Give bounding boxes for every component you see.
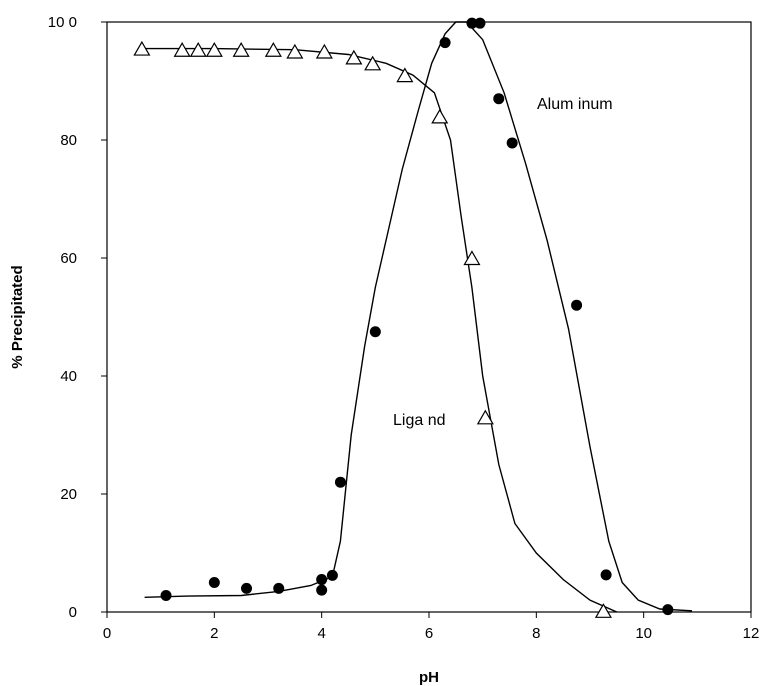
aluminum-point <box>493 93 505 105</box>
aluminum-point <box>466 17 478 29</box>
ligand-point <box>232 42 250 57</box>
ligand-point <box>396 67 414 83</box>
annotation-aluminum: Alum inum <box>537 96 613 113</box>
ligand-point <box>205 42 223 57</box>
aluminum-point <box>334 476 346 488</box>
ligand-curve <box>141 47 618 613</box>
y-tick-labels: 0 20 40 60 80 10 0 <box>48 14 77 621</box>
y-tick-label: 0 <box>69 604 77 621</box>
ligand-point <box>431 108 449 124</box>
y-tick-label: 20 <box>60 486 77 503</box>
ligand-point <box>173 42 191 57</box>
ligand-point <box>594 603 612 618</box>
aluminum-point <box>506 137 518 149</box>
y-tick-label: 60 <box>60 250 77 267</box>
aluminum-point <box>241 582 253 594</box>
aluminum-point <box>273 582 285 594</box>
ligand-point <box>345 49 363 65</box>
ligand-point <box>476 409 494 425</box>
aluminum-point <box>474 17 486 29</box>
x-tick-label: 12 <box>743 625 760 642</box>
aluminum-point <box>326 569 338 581</box>
y-tick-label: 80 <box>60 132 77 149</box>
aluminum-point <box>160 589 172 601</box>
aluminum-point <box>208 577 220 588</box>
x-axis-title: pH <box>419 669 439 686</box>
aluminum-point <box>316 574 328 586</box>
y-axis-title: % Precipitated <box>9 265 26 368</box>
x-tick-label: 2 <box>210 625 218 642</box>
ligand-point <box>364 55 382 71</box>
x-tick-labels: 0 2 4 6 8 10 12 <box>103 625 760 642</box>
data-markers <box>133 17 674 618</box>
plot-area-frame <box>106 21 752 613</box>
ligand-point <box>264 42 282 57</box>
x-tick-label: 4 <box>317 625 325 642</box>
aluminum-point <box>600 569 612 581</box>
aluminum-point <box>439 37 451 49</box>
x-tick-label: 8 <box>532 625 540 642</box>
aluminum-point <box>571 299 583 311</box>
ligand-point <box>463 250 481 266</box>
x-tick-label: 0 <box>103 625 111 642</box>
y-tick-label: 40 <box>60 368 77 385</box>
aluminum-point <box>662 604 674 616</box>
ligand-point <box>189 42 207 57</box>
ligand-point <box>315 43 333 59</box>
aluminum-point <box>316 584 328 596</box>
aluminum-point <box>369 326 381 338</box>
ligand-point <box>286 43 304 59</box>
y-tick-label: 10 0 <box>48 14 77 31</box>
x-tick-label: 10 <box>635 625 652 642</box>
axis-ticks <box>101 21 752 618</box>
x-tick-label: 6 <box>425 625 433 642</box>
ligand-point <box>133 40 151 56</box>
annotation-ligand: Liga nd <box>393 412 446 429</box>
